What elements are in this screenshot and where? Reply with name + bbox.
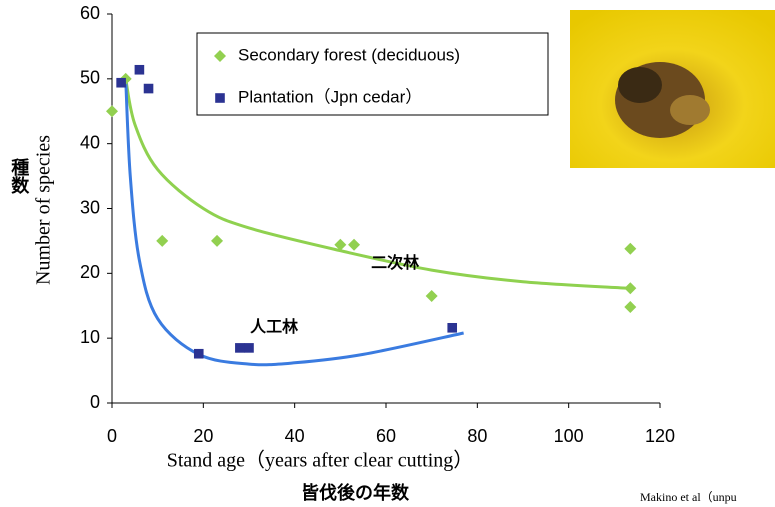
marker (624, 301, 637, 314)
legend-marker (214, 50, 226, 62)
y-tick-label: 30 (80, 197, 100, 217)
marker (156, 234, 169, 247)
x-tick-label: 60 (376, 426, 396, 446)
x-tick-label: 100 (554, 426, 584, 446)
x-tick-label: 80 (467, 426, 487, 446)
x-label: Stand age（years after clear cutting） (167, 449, 474, 472)
marker (106, 105, 118, 118)
marker (624, 282, 637, 295)
y-tick-label: 60 (80, 3, 100, 23)
marker (425, 290, 438, 303)
marker (447, 322, 458, 333)
y-label: Number of species (33, 135, 55, 285)
x-label-jp: 皆伐後の年数 (301, 482, 410, 503)
annotation: 人工林 (250, 317, 298, 336)
photo (570, 10, 775, 168)
y-tick-label: 10 (80, 327, 100, 347)
y-tick-label: 0 (90, 392, 100, 412)
y-tick-label: 20 (80, 262, 100, 282)
x-tick-label: 40 (285, 426, 305, 446)
marker (211, 234, 224, 247)
marker (334, 238, 347, 251)
x-tick-label: 120 (645, 426, 675, 446)
legend-label: Secondary forest (deciduous) (238, 45, 460, 64)
annotation: 二次林 (371, 253, 419, 272)
y-tick-label: 40 (80, 132, 100, 152)
legend-label: Plantation（Jpn cedar） (238, 87, 422, 106)
marker (235, 343, 245, 353)
marker (116, 77, 126, 88)
y-tick-label: 50 (80, 68, 100, 88)
legend-marker (215, 93, 225, 103)
x-tick-label: 0 (107, 426, 117, 446)
marker (143, 83, 154, 94)
trend-line (124, 78, 629, 290)
marker (348, 238, 361, 251)
y-label-jp: 種数 (9, 157, 29, 195)
marker (134, 64, 145, 75)
x-tick-label: 20 (193, 426, 213, 446)
legend (196, 32, 549, 116)
credit: Makino et al（unpu (640, 490, 737, 504)
marker (193, 348, 204, 359)
marker (244, 343, 254, 353)
marker (624, 242, 637, 255)
